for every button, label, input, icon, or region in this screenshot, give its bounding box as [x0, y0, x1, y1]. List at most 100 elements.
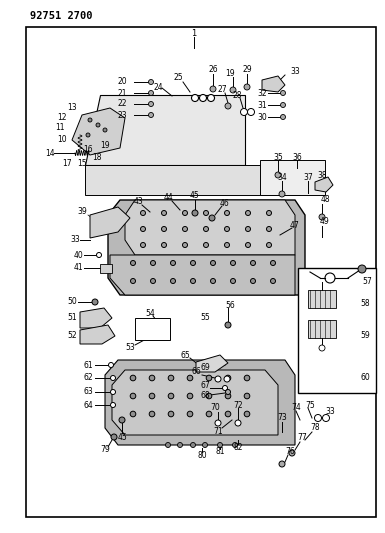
Text: 51: 51 — [67, 313, 77, 322]
Text: 50: 50 — [67, 297, 77, 306]
Circle shape — [171, 261, 176, 265]
Circle shape — [281, 102, 286, 108]
Text: 82: 82 — [233, 442, 243, 451]
Circle shape — [323, 415, 330, 422]
Circle shape — [244, 411, 250, 417]
Text: 18: 18 — [92, 152, 102, 161]
Circle shape — [192, 210, 198, 216]
Circle shape — [110, 402, 116, 408]
Circle shape — [319, 345, 325, 351]
Text: 28: 28 — [232, 91, 242, 100]
Text: 11: 11 — [55, 123, 65, 132]
Text: 48: 48 — [320, 196, 330, 205]
Circle shape — [191, 279, 196, 284]
Text: 35: 35 — [273, 152, 283, 161]
Polygon shape — [100, 264, 112, 273]
Circle shape — [149, 79, 154, 85]
Text: 49: 49 — [320, 217, 330, 227]
Circle shape — [233, 442, 238, 448]
Text: 36: 36 — [292, 152, 302, 161]
Text: 27: 27 — [217, 85, 227, 94]
Circle shape — [204, 211, 209, 215]
Circle shape — [246, 211, 251, 215]
Circle shape — [325, 273, 335, 283]
Circle shape — [141, 211, 146, 215]
Circle shape — [251, 279, 256, 284]
Circle shape — [231, 261, 236, 265]
Circle shape — [218, 442, 223, 448]
Circle shape — [182, 227, 187, 231]
Circle shape — [149, 411, 155, 417]
Circle shape — [246, 243, 251, 247]
Circle shape — [279, 191, 285, 197]
Circle shape — [149, 375, 155, 381]
Circle shape — [191, 442, 196, 448]
Text: 25: 25 — [173, 74, 183, 83]
Text: 14: 14 — [45, 149, 55, 157]
Text: 75: 75 — [305, 400, 315, 409]
Polygon shape — [85, 95, 245, 165]
Circle shape — [168, 375, 174, 381]
Circle shape — [266, 211, 271, 215]
Text: 74: 74 — [291, 403, 301, 413]
Text: 22: 22 — [117, 100, 127, 109]
Circle shape — [271, 279, 276, 284]
Text: 40: 40 — [73, 251, 83, 260]
Circle shape — [187, 393, 193, 399]
Text: 57: 57 — [362, 278, 372, 287]
Text: 65: 65 — [180, 351, 190, 359]
Circle shape — [246, 227, 251, 231]
Circle shape — [171, 279, 176, 284]
Text: 37: 37 — [303, 174, 313, 182]
Circle shape — [204, 227, 209, 231]
Circle shape — [110, 376, 116, 381]
Text: 13: 13 — [67, 102, 77, 111]
Circle shape — [248, 109, 254, 116]
Circle shape — [187, 375, 193, 381]
Circle shape — [279, 461, 285, 467]
Circle shape — [224, 211, 229, 215]
Bar — [308, 290, 336, 308]
Polygon shape — [108, 200, 305, 295]
Text: 45: 45 — [190, 191, 200, 200]
Text: 72: 72 — [233, 400, 243, 409]
Circle shape — [130, 375, 136, 381]
Text: 23: 23 — [117, 110, 127, 119]
Circle shape — [206, 411, 212, 417]
Circle shape — [161, 243, 166, 247]
Circle shape — [224, 227, 229, 231]
Text: 47: 47 — [290, 221, 300, 230]
Text: 53: 53 — [125, 343, 135, 352]
Circle shape — [96, 123, 100, 127]
Circle shape — [166, 442, 171, 448]
Text: 21: 21 — [117, 88, 127, 98]
Text: 19: 19 — [225, 69, 235, 77]
Text: 34: 34 — [277, 174, 287, 182]
Text: 80: 80 — [197, 450, 207, 459]
Circle shape — [149, 112, 154, 117]
Text: 17: 17 — [62, 158, 72, 167]
Text: 54: 54 — [145, 309, 155, 318]
Circle shape — [225, 375, 231, 381]
Circle shape — [182, 211, 187, 215]
Text: 39: 39 — [77, 207, 87, 216]
Circle shape — [149, 91, 154, 95]
Text: 70: 70 — [210, 403, 220, 413]
Text: 44: 44 — [163, 192, 173, 201]
Text: 63: 63 — [83, 387, 93, 397]
Circle shape — [168, 393, 174, 399]
Text: 73: 73 — [277, 414, 287, 423]
Text: 71: 71 — [213, 427, 223, 437]
Circle shape — [244, 84, 250, 90]
Circle shape — [209, 215, 215, 221]
Circle shape — [226, 390, 231, 394]
Circle shape — [244, 393, 250, 399]
Circle shape — [130, 411, 136, 417]
Circle shape — [203, 442, 208, 448]
Circle shape — [141, 243, 146, 247]
Circle shape — [141, 227, 146, 231]
Text: 92751 2700: 92751 2700 — [30, 11, 92, 21]
Bar — [298, 268, 376, 393]
Text: 33: 33 — [290, 68, 300, 77]
Text: 62: 62 — [83, 374, 93, 383]
